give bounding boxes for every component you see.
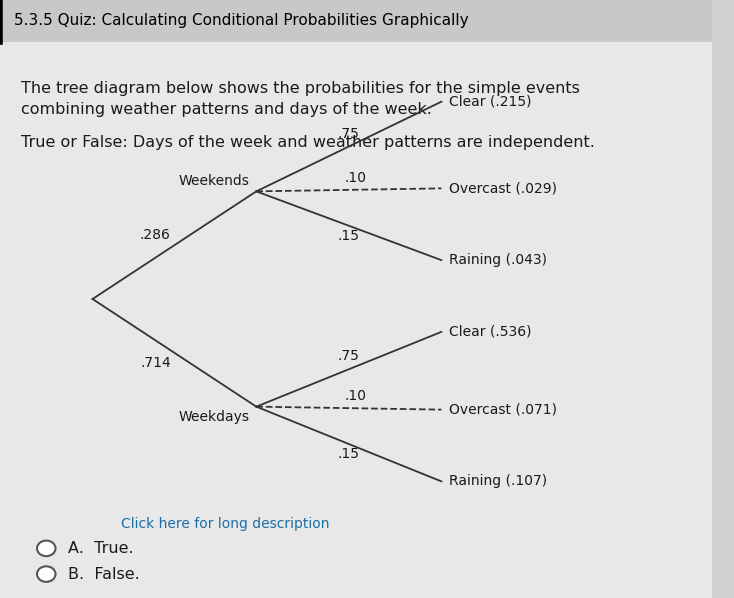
Text: Clear (.536): Clear (.536) bbox=[448, 325, 531, 339]
Text: Clear (.215): Clear (.215) bbox=[448, 94, 531, 109]
Text: .15: .15 bbox=[338, 228, 360, 243]
Text: Overcast (.029): Overcast (.029) bbox=[448, 181, 556, 196]
Text: B.  False.: B. False. bbox=[68, 566, 139, 582]
Circle shape bbox=[37, 541, 56, 556]
Text: 5.3.5 Quiz: Calculating Conditional Probabilities Graphically: 5.3.5 Quiz: Calculating Conditional Prob… bbox=[14, 13, 469, 29]
Text: A.  True.: A. True. bbox=[68, 541, 134, 556]
FancyBboxPatch shape bbox=[0, 0, 712, 42]
Text: The tree diagram below shows the probabilities for the simple events
combining w: The tree diagram below shows the probabi… bbox=[21, 81, 581, 117]
Text: .714: .714 bbox=[140, 356, 171, 370]
Text: .75: .75 bbox=[338, 349, 360, 363]
Text: .286: .286 bbox=[140, 228, 171, 242]
FancyBboxPatch shape bbox=[0, 42, 712, 598]
Text: .15: .15 bbox=[338, 447, 360, 461]
Text: Raining (.043): Raining (.043) bbox=[448, 253, 547, 267]
Text: Raining (.107): Raining (.107) bbox=[448, 474, 547, 489]
Text: Weekends: Weekends bbox=[178, 175, 249, 188]
Text: True or False: Days of the week and weather patterns are independent.: True or False: Days of the week and weat… bbox=[21, 135, 595, 150]
Text: Click here for long description: Click here for long description bbox=[121, 517, 330, 531]
Text: Overcast (.071): Overcast (.071) bbox=[448, 402, 556, 417]
Text: .10: .10 bbox=[345, 389, 367, 403]
Text: .10: .10 bbox=[345, 171, 367, 185]
Circle shape bbox=[37, 566, 56, 582]
Text: .75: .75 bbox=[338, 127, 360, 141]
Text: Weekdays: Weekdays bbox=[178, 410, 249, 423]
